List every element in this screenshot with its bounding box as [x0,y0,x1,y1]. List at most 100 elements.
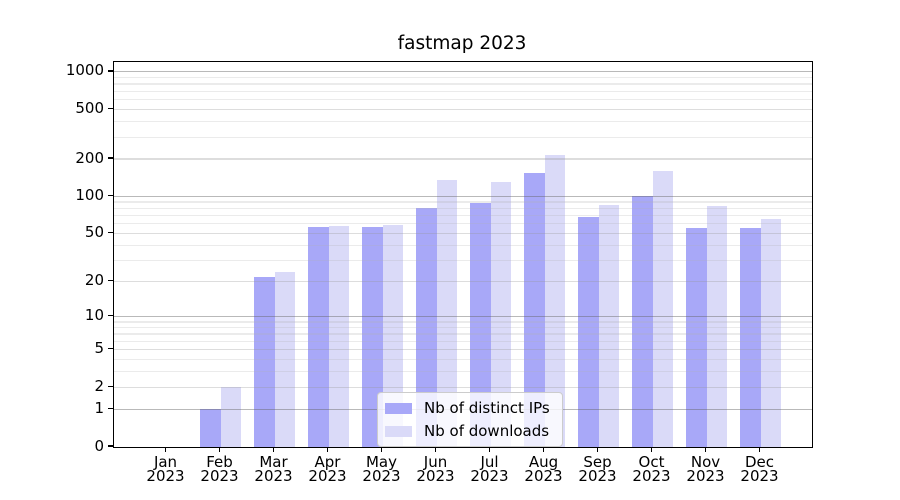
gridline-y-600 [114,98,812,101]
y-axis-tick-20 [108,279,113,282]
y-axis-tick-5 [108,348,113,350]
x-tick-label-aug: Aug 2023 [524,453,563,485]
y-axis-tick-10 [108,315,113,317]
bar-distinct-ips-dec [740,228,761,447]
gridline-y-50 [114,232,812,235]
gridline-y-60 [114,223,812,225]
x-tick-label-jun: Jun 2023 [416,453,455,485]
bar-downloads-apr [328,225,349,447]
y-tick-label-10: 10 [84,306,104,325]
x-tick-label-oct: Oct 2023 [632,453,671,485]
x-axis-tick-mar [272,447,275,452]
x-tick-label-jan: Jan 2023 [146,453,185,485]
legend-label-downloads: Nb of downloads [424,422,550,440]
y-axis-tick-100 [108,194,113,197]
x-axis-tick-aug [542,447,545,452]
gridline-y-4 [114,359,812,361]
gridline-y-9 [114,321,812,323]
x-tick-label-dec: Dec 2023 [740,453,779,485]
bar-downloads-sep [598,205,619,447]
gridline-y-20 [114,281,812,283]
gridline-y-900 [114,77,812,79]
bar-distinct-ips-jul [470,203,491,447]
bar-distinct-ips-feb [200,409,221,447]
gridline-y-80 [114,207,812,209]
gridline-y-2 [114,386,812,388]
bar-distinct-ips-aug [524,173,545,447]
gridline-y-200 [114,158,812,160]
y-tick-label-0: 0 [94,436,104,455]
x-tick-label-apr: Apr 2023 [308,453,347,485]
y-axis-tick-0 [108,445,113,447]
x-axis-tick-jun [434,447,437,452]
bar-downloads-dec [760,218,781,447]
x-axis-tick-may [380,447,383,452]
x-axis-tick-jan [164,447,167,452]
gridline-y-100 [114,195,812,197]
y-axis-tick-500 [108,107,113,110]
bar-distinct-ips-sep [578,217,599,447]
y-tick-label-50: 50 [84,223,104,242]
y-axis-tick-200 [108,157,113,159]
chart-title: fastmap 2023 [397,33,527,54]
bar-distinct-ips-nov [686,228,707,447]
legend: Nb of distinct IPs Nb of downloads [377,392,563,447]
gridline-y-800 [114,83,812,85]
x-axis-tick-jul [488,447,491,452]
grid-layer [114,62,812,447]
x-axis-tick-oct [650,447,653,452]
y-tick-label-5: 5 [94,339,104,358]
gridline-y-30 [114,259,812,262]
gridline-y-700 [114,90,812,92]
gridline-y-7 [114,333,812,335]
bar-downloads-oct [652,171,673,447]
gridline-y-5 [114,349,812,351]
bar-distinct-ips-mar [254,276,275,447]
y-tick-label-1: 1 [94,398,104,417]
legend-item-downloads: Nb of downloads [385,423,550,439]
y-axis-tick-1000 [108,70,113,72]
legend-item-distinct-ips: Nb of distinct IPs [385,400,550,416]
gridline-y-40 [114,244,812,246]
x-axis-tick-sep [596,447,599,452]
bar-distinct-ips-jun [416,208,437,447]
x-tick-label-feb: Feb 2023 [200,453,239,485]
y-tick-label-200: 200 [75,148,104,167]
x-tick-label-sep: Sep 2023 [578,453,617,485]
bar-distinct-ips-apr [308,226,329,447]
bar-downloads-feb [220,387,241,447]
x-tick-label-jul: Jul 2023 [470,453,509,485]
legend-swatch-distinct-ips [385,402,412,414]
y-tick-label-2: 2 [94,376,104,395]
bar-downloads-aug [544,155,565,447]
gridline-y-300 [114,136,812,138]
y-axis-tick-50 [108,231,113,234]
plot-area [113,61,813,448]
gridline-y-8 [114,327,812,329]
gridline-y-1000 [114,71,812,73]
x-axis-tick-feb [218,447,221,452]
x-axis-tick-dec [758,447,761,452]
y-tick-label-20: 20 [84,271,104,290]
bars-layer [114,62,812,447]
bar-downloads-jul [490,182,511,447]
y-axis-tick-2 [108,385,113,388]
bar-downloads-nov [706,206,727,447]
bar-distinct-ips-oct [632,196,653,447]
legend-swatch-downloads [385,425,412,437]
legend-label-distinct-ips: Nb of distinct IPs [424,399,550,417]
bar-downloads-may [382,224,403,447]
gridline-y-400 [114,120,812,123]
gridline-y-3 [114,371,812,373]
y-tick-label-100: 100 [75,185,104,204]
x-tick-label-may: May 2023 [362,453,401,485]
bar-downloads-jun [436,179,457,447]
x-axis-tick-apr [326,447,329,452]
gridline-y-90 [114,201,812,203]
y-axis-tick-1 [108,407,113,410]
bar-downloads-mar [274,272,295,447]
gridline-y-70 [114,214,812,217]
y-tick-label-1000: 1000 [65,61,104,80]
gridline-y-500 [114,108,812,111]
